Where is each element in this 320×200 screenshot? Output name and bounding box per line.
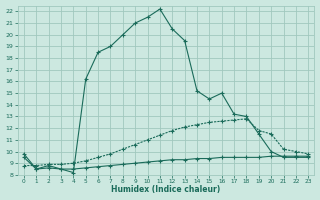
- X-axis label: Humidex (Indice chaleur): Humidex (Indice chaleur): [111, 185, 221, 194]
